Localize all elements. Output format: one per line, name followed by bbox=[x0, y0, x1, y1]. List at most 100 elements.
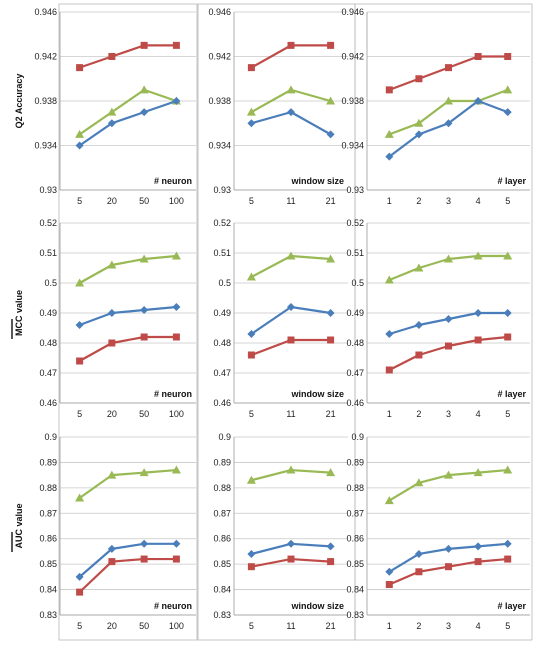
y-tick-label: 0.89 bbox=[213, 457, 231, 467]
point-blue-diamond bbox=[414, 549, 423, 558]
y-tick-label: 0.87 bbox=[39, 508, 57, 518]
y-tick-label: 0.942 bbox=[208, 52, 231, 62]
y-tick-label: 0.47 bbox=[39, 368, 57, 378]
point-green-triangle bbox=[246, 272, 256, 281]
x-tick-label: 4 bbox=[476, 621, 481, 631]
y-tick-label: 0.52 bbox=[346, 218, 364, 228]
x-tick-label: 11 bbox=[286, 196, 295, 206]
point-red-square bbox=[504, 333, 512, 341]
y-tick-label: 0.93 bbox=[346, 185, 364, 195]
y-tick-label: 0.89 bbox=[39, 457, 57, 467]
point-red-square bbox=[108, 53, 116, 60]
point-blue-diamond bbox=[287, 303, 295, 311]
point-red-square bbox=[445, 64, 452, 72]
y-tick-label: 0.946 bbox=[208, 7, 231, 17]
y-tick-label: 0.938 bbox=[341, 96, 364, 106]
y-tick-label: 0.88 bbox=[39, 483, 57, 493]
y-tick-label: 0.48 bbox=[346, 338, 364, 348]
point-green-triangle bbox=[286, 251, 296, 260]
point-green-triangle bbox=[139, 254, 149, 263]
point-green-triangle bbox=[384, 496, 394, 505]
point-red-square bbox=[247, 351, 255, 359]
point-red-square bbox=[474, 558, 482, 566]
point-red-square bbox=[140, 333, 148, 341]
point-red-square bbox=[287, 41, 295, 49]
point-blue-diamond bbox=[247, 119, 256, 128]
y-tick-label: 0.51 bbox=[213, 248, 231, 258]
point-red-square bbox=[76, 357, 84, 365]
point-blue-diamond bbox=[474, 309, 483, 317]
point-red-square bbox=[385, 580, 393, 588]
y-tick-label: 0.934 bbox=[34, 141, 57, 151]
x-tick-label: 5 bbox=[249, 196, 254, 206]
point-blue-diamond bbox=[140, 539, 149, 548]
series-line-blue bbox=[78, 99, 177, 147]
panel-xlabel: # layer bbox=[497, 601, 526, 611]
point-blue-diamond bbox=[172, 303, 181, 311]
y-tick-label: 0.84 bbox=[39, 585, 57, 595]
point-red-square bbox=[474, 336, 482, 344]
y-tick-label: 0.51 bbox=[39, 248, 57, 258]
point-red-square bbox=[172, 555, 180, 563]
y-tick-label: 0.88 bbox=[213, 483, 231, 493]
point-green-triangle bbox=[139, 85, 149, 94]
point-green-triangle bbox=[414, 478, 424, 487]
point-green-triangle bbox=[286, 465, 296, 474]
point-red-square bbox=[504, 53, 512, 60]
y-tick-label: 0.52 bbox=[39, 218, 57, 228]
point-green-triangle bbox=[444, 96, 453, 105]
x-tick-label: 1 bbox=[387, 409, 392, 419]
panel-frame-col-1 bbox=[58, 3, 198, 641]
y-tick-label: 0.84 bbox=[346, 585, 364, 595]
y-tick-label: 0.87 bbox=[213, 508, 231, 518]
point-blue-diamond bbox=[140, 306, 149, 314]
point-red-square bbox=[140, 555, 148, 563]
y-tick-label: 0.48 bbox=[213, 338, 231, 348]
point-green-triangle bbox=[75, 129, 85, 138]
point-blue-diamond bbox=[172, 539, 181, 548]
y-tick-label: 0.938 bbox=[34, 96, 57, 106]
point-red-square bbox=[445, 342, 452, 350]
x-tick-label: 20 bbox=[107, 621, 117, 631]
x-tick-label: 50 bbox=[139, 196, 149, 206]
series-line-red bbox=[388, 55, 508, 91]
point-blue-diamond bbox=[444, 315, 453, 323]
point-red-square bbox=[327, 336, 335, 344]
point-blue-diamond bbox=[385, 567, 394, 576]
x-tick-label: 21 bbox=[326, 409, 336, 419]
series-line-green bbox=[78, 468, 177, 499]
point-green-triangle bbox=[473, 468, 483, 477]
point-green-triangle bbox=[107, 470, 117, 479]
point-red-square bbox=[287, 336, 295, 344]
panel-xlabel: window size bbox=[290, 176, 344, 186]
y-tick-label: 0.9 bbox=[218, 432, 231, 442]
x-tick-label: 5 bbox=[505, 196, 510, 206]
series-line-red bbox=[79, 335, 177, 362]
y-tick-label: 0.48 bbox=[39, 338, 57, 348]
point-blue-diamond bbox=[414, 321, 423, 329]
point-blue-diamond bbox=[414, 130, 423, 139]
point-green-triangle bbox=[503, 465, 513, 474]
y-tick-label: 0.47 bbox=[213, 368, 231, 378]
point-green-triangle bbox=[107, 260, 117, 269]
point-blue-diamond bbox=[444, 544, 453, 553]
x-tick-label: 11 bbox=[286, 621, 295, 631]
y-tick-label: 0.86 bbox=[39, 534, 57, 544]
point-blue-diamond bbox=[247, 549, 256, 558]
point-red-square bbox=[327, 41, 335, 49]
row-ylabel-2: MCC value bbox=[14, 290, 24, 336]
x-tick-label: 1 bbox=[387, 196, 392, 206]
x-tick-label: 3 bbox=[446, 621, 451, 631]
y-tick-label: 0.49 bbox=[39, 308, 57, 318]
y-tick-label: 0.83 bbox=[213, 610, 231, 620]
y-tick-label: 0.938 bbox=[208, 96, 231, 106]
point-green-triangle bbox=[171, 465, 181, 474]
x-tick-label: 20 bbox=[107, 196, 117, 206]
series-line-blue bbox=[78, 542, 177, 578]
x-tick-label: 50 bbox=[139, 621, 149, 631]
point-blue-diamond bbox=[503, 108, 512, 117]
panel-xlabel: window size bbox=[290, 601, 344, 611]
point-red-square bbox=[108, 558, 116, 566]
point-green-triangle bbox=[139, 468, 149, 477]
row-ylabel-3: AUC value bbox=[14, 503, 24, 548]
